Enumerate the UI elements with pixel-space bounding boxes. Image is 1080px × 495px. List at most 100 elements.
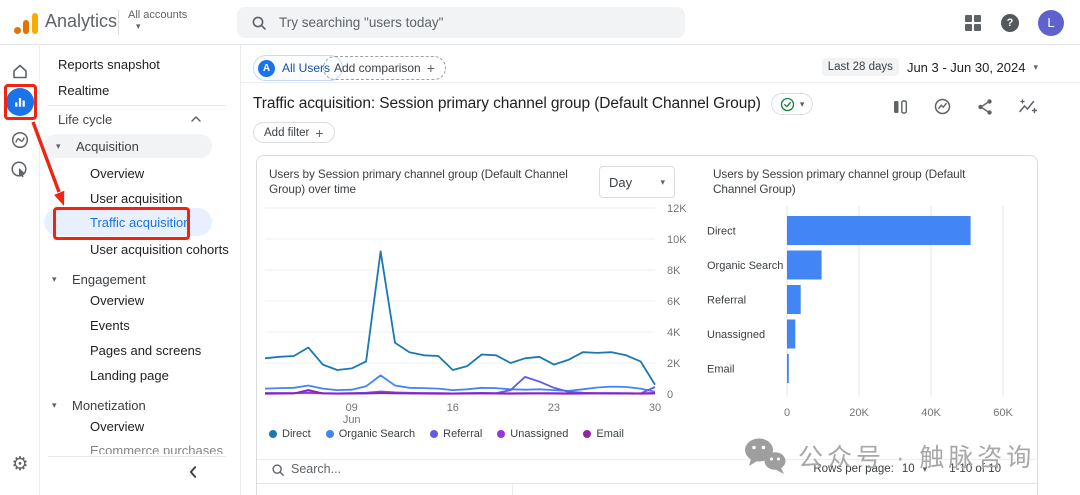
- admin-nav-icon[interactable]: ⚙: [0, 455, 40, 474]
- collapse-section-chevron-icon[interactable]: [190, 115, 202, 123]
- nav-item-reports-snapshot[interactable]: Reports snapshot: [58, 57, 160, 72]
- nav-item-acquisition-overview[interactable]: Overview: [90, 166, 145, 181]
- svg-text:6K: 6K: [667, 296, 681, 308]
- reports-nav-drawer: Reports snapshot Realtime Life cycle ▾ A…: [40, 45, 240, 495]
- home-nav-icon[interactable]: [0, 61, 40, 81]
- account-switcher-caret-icon[interactable]: ▾: [136, 21, 141, 31]
- bar-chart-icon: [15, 98, 25, 107]
- date-range-picker[interactable]: Last 28 days Jun 3 - Jun 30, 2024 ▾: [821, 58, 1038, 76]
- nav-item-engagement-overview[interactable]: Overview: [90, 293, 145, 308]
- caret-down-icon[interactable]: ▾: [922, 463, 928, 474]
- group-caret-icon: ▾: [56, 140, 61, 151]
- svg-text:10K: 10K: [667, 234, 687, 246]
- account-switcher-label[interactable]: All accounts: [128, 9, 188, 21]
- caret-down-icon: ▾: [1033, 61, 1038, 72]
- bar[interactable]: [787, 354, 789, 383]
- global-search-input[interactable]: [279, 15, 659, 30]
- reports-nav-icon-active[interactable]: [0, 88, 40, 116]
- line-series-direct: [264, 250, 656, 386]
- svg-text:30: 30: [649, 402, 661, 414]
- legend-dot-icon: [325, 430, 334, 438]
- granularity-select[interactable]: Day ▾: [599, 166, 675, 198]
- header-divider: [241, 82, 1080, 83]
- group-caret-icon: ▾: [52, 273, 57, 284]
- table-search-input[interactable]: [291, 462, 491, 476]
- plus-icon: +: [426, 60, 435, 76]
- nav-divider: [48, 105, 226, 106]
- logo-dot: [14, 27, 21, 34]
- share-icon[interactable]: [976, 98, 994, 116]
- svg-text:12K: 12K: [667, 203, 687, 215]
- advertising-nav-icon[interactable]: [0, 160, 40, 180]
- legend-dot-icon: [430, 430, 439, 438]
- svg-text:2K: 2K: [667, 358, 681, 370]
- product-name: Analytics: [45, 11, 118, 31]
- collapse-drawer-icon[interactable]: [188, 465, 198, 479]
- nav-section-life-cycle[interactable]: Life cycle: [58, 112, 113, 127]
- bar[interactable]: [787, 216, 971, 245]
- svg-text:09: 09: [346, 402, 358, 414]
- svg-text:60K: 60K: [993, 407, 1013, 419]
- help-icon[interactable]: ?: [1001, 13, 1019, 32]
- svg-text:Unassigned: Unassigned: [707, 329, 765, 341]
- svg-text:8K: 8K: [667, 265, 681, 277]
- annotation-box-traffic-acquisition: [53, 207, 190, 240]
- svg-text:Jun: Jun: [343, 414, 361, 426]
- nav-item-traffic-acquisition-active[interactable]: Traffic acquisition: [44, 208, 212, 236]
- analytics-intelligence-icon[interactable]: [1018, 98, 1038, 116]
- add-filter-button[interactable]: Add filter +: [253, 122, 335, 143]
- nav-divider: [48, 456, 226, 457]
- rows-per-page-value[interactable]: 10: [901, 463, 915, 475]
- bar[interactable]: [787, 250, 822, 280]
- report-title: Traffic acquisition: Session primary cha…: [253, 95, 761, 112]
- data-quality-menu[interactable]: ▾: [770, 93, 814, 115]
- bar[interactable]: [787, 285, 801, 314]
- watermark: 公众号 · 触脉咨询: [742, 436, 1035, 476]
- svg-text:20K: 20K: [849, 407, 869, 419]
- logo-bar-mid: [23, 20, 29, 34]
- nav-item-realtime[interactable]: Realtime: [58, 83, 110, 98]
- legend-dot-icon: [269, 430, 277, 438]
- group-caret-icon: ▾: [52, 399, 57, 410]
- nav-item-pages-and-screens[interactable]: Pages and screens: [90, 343, 202, 358]
- table-header-divider: [257, 483, 1037, 484]
- caret-down-icon: ▾: [660, 176, 665, 187]
- advertising-icon: [11, 161, 27, 178]
- nav-item-events[interactable]: Events: [90, 318, 130, 333]
- line-chart: 0 2K 4K 6K 8K 10K 12K 09 Jun 16 23 30: [263, 202, 693, 431]
- bar[interactable]: [787, 319, 796, 349]
- legend-item[interactable]: Email: [583, 428, 624, 440]
- nav-item-user-acquisition-cohorts[interactable]: User acquisition cohorts: [90, 242, 229, 257]
- legend-dot-icon: [583, 430, 592, 438]
- global-search-bar[interactable]: [237, 7, 685, 38]
- legend-item[interactable]: Direct: [269, 428, 311, 440]
- bar-chart-title: Users by Session primary channel group (…: [713, 167, 966, 196]
- nav-item-ecommerce-purchases[interactable]: Ecommerce purchases: [90, 443, 223, 454]
- insights-icon[interactable]: [933, 97, 952, 116]
- nav-group-engagement[interactable]: ▾ Engagement: [52, 271, 146, 287]
- table-search-row: Rows per page: 10 ▾ 1-10 of 10: [257, 460, 1037, 483]
- search-icon: [252, 16, 266, 30]
- avatar[interactable]: L: [1038, 9, 1064, 36]
- chart-legend: Direct Organic Search Referral Unassigned Em…: [269, 428, 624, 440]
- diagnostics-grid-icon[interactable]: [964, 14, 982, 32]
- nav-item-landing-page[interactable]: Landing page: [90, 368, 169, 383]
- date-preset-badge: Last 28 days: [821, 58, 899, 76]
- legend-dot-icon: [497, 430, 506, 438]
- legend-item[interactable]: Unassigned: [497, 428, 568, 440]
- nav-group-monetization[interactable]: ▾ Monetization: [52, 397, 146, 413]
- edit-comparisons-icon[interactable]: [891, 98, 909, 116]
- nav-item-monetization-overview[interactable]: Overview: [90, 419, 145, 434]
- svg-text:0: 0: [667, 389, 673, 401]
- explore-nav-icon[interactable]: [0, 130, 40, 150]
- add-comparison-button[interactable]: Add comparison +: [323, 56, 446, 80]
- svg-text:Direct: Direct: [707, 226, 736, 238]
- gear-icon: ⚙: [11, 454, 29, 475]
- legend-item[interactable]: Referral: [430, 428, 482, 440]
- table-column-divider: [512, 484, 513, 495]
- nav-item-user-acquisition[interactable]: User acquisition: [90, 191, 183, 206]
- segment-a-icon: A: [258, 59, 275, 77]
- nav-group-acquisition[interactable]: ▾ Acquisition: [44, 134, 212, 158]
- analytics-logo-icon[interactable]: [13, 9, 39, 35]
- legend-item[interactable]: Organic Search: [325, 428, 415, 440]
